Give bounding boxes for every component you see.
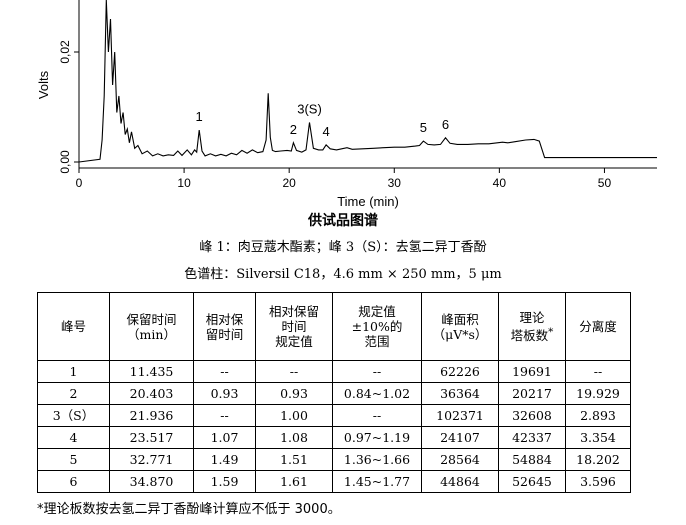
table-cell: -- <box>332 360 422 383</box>
chromatogram-trace <box>78 0 657 163</box>
chart-ticks: 0 10 20 30 40 50 0,00 0,02 Time (min) Volts <box>36 40 611 209</box>
table-cell: 54884 <box>498 448 566 471</box>
table-cell: 2 <box>37 382 110 405</box>
peak-label: 1 <box>196 109 203 124</box>
table-cell: 1.00 <box>255 404 333 427</box>
peak-label: 3(S) <box>297 101 322 116</box>
table-cell: -- <box>565 360 631 383</box>
table-cell: 0.84~1.02 <box>332 382 422 405</box>
footnote: *理论板数按去氢二异丁香酚峰计算应不低于 3000。 <box>37 502 341 517</box>
table-row: 6 34.870 1.59 1.61 1.45~1.77 44864 52645 3.596 <box>37 470 631 493</box>
table-cell: 19.929 <box>565 382 631 405</box>
x-tick-label: 40 <box>493 176 507 190</box>
x-tick-label: 0 <box>76 176 83 190</box>
table-cell: -- <box>332 404 422 427</box>
table-cell: 1.51 <box>255 448 333 471</box>
table-cell: 1.61 <box>255 470 333 493</box>
table-cell: 11.435 <box>109 360 194 383</box>
chromatogram-chart: 0 10 20 30 40 50 0,00 0,02 Time (min) Volts 1 23(S… <box>36 0 657 209</box>
header-relative-retention: 相对保 留时间 <box>193 292 256 361</box>
series-line <box>78 0 657 163</box>
table-cell: 3（S） <box>37 404 110 427</box>
table-row: 4 23.517 1.07 1.08 0.97~1.19 24107 42337 3.354 <box>37 426 631 449</box>
header-peak-area: 峰面积 （μV*s） <box>421 292 499 361</box>
table-cell: 62226 <box>421 360 499 383</box>
table-cell: 0.93 <box>255 382 333 405</box>
peak-labels: 1 23(S)4 5 6 <box>196 101 450 139</box>
table-cell: 0.93 <box>193 382 256 405</box>
table-cell: 34.870 <box>109 470 194 493</box>
table-header-row: 峰号 保留时间 （min） 相对保 留时间 相对保留 时间 规定值 规定值 ±10%的 范围… <box>37 292 631 361</box>
table-cell: 36364 <box>421 382 499 405</box>
table-cell: 52645 <box>498 470 566 493</box>
table-cell: 21.936 <box>109 404 194 427</box>
table-cell: 1.45~1.77 <box>332 470 422 493</box>
table-cell: 3.596 <box>565 470 631 493</box>
chart-axes <box>78 0 657 169</box>
peak-label: 6 <box>442 117 449 132</box>
y-axis-label: Volts <box>36 70 51 99</box>
table-cell: 0.97~1.19 <box>332 426 422 449</box>
header-range: 规定值 ±10%的 范围 <box>332 292 422 361</box>
table-cell: 1.07 <box>193 426 256 449</box>
table-cell: 20217 <box>498 382 566 405</box>
table-row: 3（S） 21.936 -- 1.00 -- 102371 32608 2.893 <box>37 404 631 427</box>
header-peak-no: 峰号 <box>37 292 110 361</box>
table-cell: 24107 <box>421 426 499 449</box>
table-cell: 102371 <box>421 404 499 427</box>
table-cell: 1.59 <box>193 470 256 493</box>
x-tick-label: 10 <box>177 176 191 190</box>
table-cell: -- <box>193 404 256 427</box>
peak-label: 4 <box>323 124 330 139</box>
table-row: 1 11.435 -- -- -- 62226 19691 -- <box>37 360 631 383</box>
x-tick-label: 50 <box>598 176 612 190</box>
results-table: 峰号 保留时间 （min） 相对保 留时间 相对保留 时间 规定值 规定值 ±10%的 范围… <box>37 292 631 493</box>
table-cell: 20.403 <box>109 382 194 405</box>
table-cell: 18.202 <box>565 448 631 471</box>
header-resolution: 分离度 <box>565 292 631 361</box>
table-cell: 28564 <box>421 448 499 471</box>
table-cell: 23.517 <box>109 426 194 449</box>
table-row: 5 32.771 1.49 1.51 1.36~1.66 28564 54884 18.202 <box>37 448 631 471</box>
table-cell: 2.893 <box>565 404 631 427</box>
table-row: 2 20.403 0.93 0.93 0.84~1.02 36364 20217 19.929 <box>37 382 631 405</box>
table-cell: -- <box>255 360 333 383</box>
x-tick-label: 20 <box>283 176 297 190</box>
x-tick-label: 30 <box>388 176 402 190</box>
table-cell: 42337 <box>498 426 566 449</box>
y-tick-label: 0,02 <box>58 40 72 64</box>
table-cell: 1 <box>37 360 110 383</box>
table-cell: 32.771 <box>109 448 194 471</box>
table-cell: 3.354 <box>565 426 631 449</box>
y-tick-label: 0,00 <box>58 150 72 174</box>
header-retention-time: 保留时间 （min） <box>109 292 194 361</box>
table-cell: 5 <box>37 448 110 471</box>
header-rrt-specified: 相对保留 时间 规定值 <box>255 292 333 361</box>
chart-title: 供试品图谱 <box>308 213 378 229</box>
table-cell: 1.08 <box>255 426 333 449</box>
x-axis-label: Time (min) <box>337 194 399 209</box>
table-cell: 1.49 <box>193 448 256 471</box>
column-info: 色谱柱：Silversil C18，4.6 mm × 250 mm，5 μm <box>184 267 502 282</box>
table-cell: 1.36~1.66 <box>332 448 422 471</box>
peak-label: 2 <box>290 122 297 137</box>
table-cell: 19691 <box>498 360 566 383</box>
peak-label: 5 <box>420 120 427 135</box>
table-cell: 44864 <box>421 470 499 493</box>
table-cell: 32608 <box>498 404 566 427</box>
table-cell: 6 <box>37 470 110 493</box>
peak-identification: 峰 1：肉豆蔻木酯素；峰 3（S）：去氢二异丁香酚 <box>199 240 487 255</box>
table-cell: -- <box>193 360 256 383</box>
table-cell: 4 <box>37 426 110 449</box>
header-plates: 理论 塔板数* <box>498 292 566 361</box>
